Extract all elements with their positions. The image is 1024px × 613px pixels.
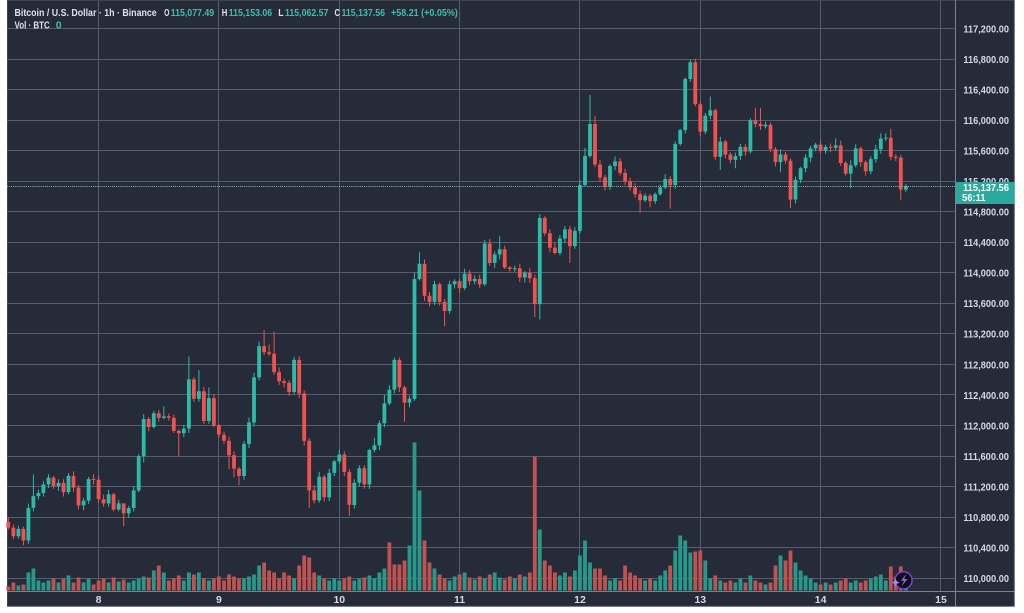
svg-text:C: C [335,7,341,19]
svg-text:H: H [222,7,228,19]
svg-text:9: 9 [216,594,222,606]
svg-text:14: 14 [815,594,827,606]
svg-text:115,137.56: 115,137.56 [963,182,1009,194]
svg-text:114,000.00: 114,000.00 [963,268,1009,280]
svg-text:111,200.00: 111,200.00 [963,481,1009,493]
svg-text:111,600.00: 111,600.00 [963,451,1009,463]
svg-text:11: 11 [454,594,465,606]
svg-text:117,200.00: 117,200.00 [963,23,1009,35]
svg-text:114,400.00: 114,400.00 [963,237,1009,249]
svg-text:Bitcoin / U.S. Dollar · 1h · B: Bitcoin / U.S. Dollar · 1h · Binance [15,7,157,19]
svg-text:110,000.00: 110,000.00 [963,573,1009,585]
svg-text:115,600.00: 115,600.00 [963,146,1009,158]
svg-text:0: 0 [56,20,62,32]
svg-text:113,200.00: 113,200.00 [963,329,1009,341]
svg-text:15: 15 [935,594,947,606]
svg-text:115,137.56: 115,137.56 [342,7,386,19]
svg-text:112,000.00: 112,000.00 [963,420,1009,432]
svg-text:113,600.00: 113,600.00 [963,298,1009,310]
svg-text:110,800.00: 110,800.00 [963,512,1009,524]
svg-text:13: 13 [694,594,706,606]
svg-text:116,000.00: 116,000.00 [963,115,1009,127]
svg-text:115,077.49: 115,077.49 [171,7,215,19]
svg-text:112,400.00: 112,400.00 [963,390,1009,402]
svg-text:116,400.00: 116,400.00 [963,85,1009,97]
svg-text:L: L [278,7,284,19]
svg-text:12: 12 [574,594,586,606]
svg-text:56:11: 56:11 [962,193,986,204]
svg-text:8: 8 [96,594,102,606]
svg-text:+58.21 (+0.05%): +58.21 (+0.05%) [391,7,458,19]
svg-text:114,800.00: 114,800.00 [963,207,1009,219]
svg-text:112,800.00: 112,800.00 [963,359,1009,371]
svg-text:O: O [164,7,169,19]
svg-text:115,153.06: 115,153.06 [229,7,273,19]
svg-text:10: 10 [333,594,345,606]
svg-text:110,400.00: 110,400.00 [963,543,1009,555]
svg-text:116,800.00: 116,800.00 [963,54,1009,66]
svg-text:115,062.57: 115,062.57 [285,7,329,19]
svg-text:Vol · BTC: Vol · BTC [15,20,51,32]
